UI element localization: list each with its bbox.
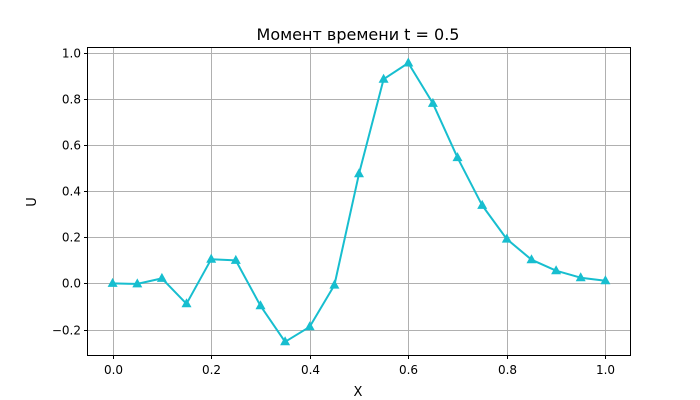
data-point-marker <box>107 277 118 287</box>
x-tick-label: 0.2 <box>202 363 221 377</box>
data-point-marker <box>378 73 389 83</box>
data-point-marker <box>575 272 586 282</box>
y-tick-label: 0.2 <box>62 231 81 245</box>
data-point-marker <box>206 253 217 263</box>
data-point-marker <box>181 298 192 308</box>
data-point-marker <box>477 199 488 209</box>
x-axis: 0.0 0.2 0.4 0.6 0.8 1.0 <box>104 355 615 377</box>
data-point-marker <box>501 233 512 243</box>
data-point-marker <box>132 278 143 288</box>
y-axis-label: U <box>25 197 40 207</box>
x-tick-label: 0.0 <box>104 363 123 377</box>
data-point-marker <box>452 152 463 162</box>
y-tick-label: 1.0 <box>62 47 81 61</box>
x-tick-label: 0.4 <box>301 363 320 377</box>
data-point-marker <box>403 57 414 67</box>
data-point-marker <box>255 300 266 310</box>
x-tick-label: 0.6 <box>399 363 418 377</box>
y-tick-label: 0.0 <box>62 277 81 291</box>
grid <box>88 48 630 355</box>
data-point-marker <box>156 272 167 282</box>
y-tick-label: 0.4 <box>62 185 81 199</box>
data-point-marker <box>304 321 315 331</box>
x-tick-label: 0.8 <box>498 363 517 377</box>
y-tick-label: 0.6 <box>62 139 81 153</box>
data-point-marker <box>427 97 438 107</box>
y-tick-label: −0.2 <box>52 324 81 338</box>
plot-frame <box>87 47 631 356</box>
data-point-marker <box>280 336 291 346</box>
chart-title: Момент времени t = 0.5 <box>257 25 460 44</box>
data-point-marker <box>526 254 537 264</box>
y-axis: −0.2 0.0 0.2 0.4 0.6 0.8 1.0 <box>52 47 88 338</box>
data-point-marker <box>551 265 562 275</box>
data-point-marker <box>354 168 364 178</box>
x-tick-label: 1.0 <box>596 363 615 377</box>
data-point-marker <box>600 275 611 285</box>
data-point-marker <box>230 254 241 264</box>
series-layer <box>107 57 611 346</box>
data-point-marker <box>329 279 340 289</box>
y-tick-label: 0.8 <box>62 93 81 107</box>
x-axis-label: X <box>354 385 363 400</box>
